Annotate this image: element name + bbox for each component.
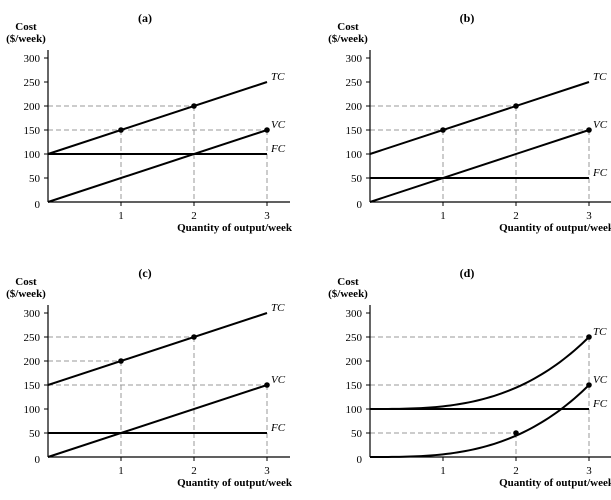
chart-panel-c: (c) Cost($/week) 50 100 150 200 250 300 0 1 2 3Quan… — [6, 266, 293, 489]
y-axis-label: Cost — [337, 21, 359, 33]
y-tick-label: 250 — [346, 332, 363, 344]
data-point-vc — [586, 127, 592, 133]
x-tick-label: 3 — [264, 210, 270, 222]
y-tick-label: 150 — [24, 380, 41, 392]
data-point-tc — [586, 334, 592, 340]
y-tick-label: 200 — [24, 356, 41, 368]
y-tick-label: 100 — [24, 149, 41, 161]
x-tick-label: 3 — [264, 465, 270, 477]
x-axis-label: Quantity of output/week — [177, 222, 293, 234]
series-line-tc — [369, 81, 590, 155]
series-label-tc: TC — [593, 71, 607, 83]
series-line-tc — [370, 336, 590, 410]
data-point-vc — [264, 127, 270, 133]
origin-label: 0 — [357, 199, 363, 211]
y-tick-label: 250 — [346, 77, 363, 89]
series-line-tc — [47, 312, 268, 386]
x-tick-label: 3 — [586, 465, 592, 477]
x-tick-label: 2 — [513, 465, 519, 477]
data-point-tc — [440, 127, 446, 133]
panel-title: (d) — [460, 266, 475, 280]
x-tick-label: 2 — [191, 210, 197, 222]
y-tick-label: 100 — [346, 149, 363, 161]
series-label-vc: VC — [271, 374, 286, 386]
series-line-tc — [47, 81, 268, 155]
y-tick-label: 150 — [346, 380, 363, 392]
y-tick-label: 300 — [24, 308, 41, 320]
series-label-fc: FC — [592, 398, 608, 410]
series-line-vc — [369, 129, 590, 203]
data-point-tc — [191, 334, 197, 340]
chart-panel-a: (a) Cost($/week) 50 100 150 200 250 300 0 1 2 3Quan… — [6, 11, 293, 234]
x-tick-label: 2 — [191, 465, 197, 477]
series-label-vc: VC — [271, 119, 286, 131]
series-label-vc: VC — [593, 374, 608, 386]
y-tick-label: 250 — [24, 332, 41, 344]
origin-label: 0 — [35, 454, 41, 466]
origin-label: 0 — [357, 454, 363, 466]
data-point-vc — [513, 430, 519, 436]
y-axis-label: ($/week) — [328, 33, 368, 45]
x-tick-label: 3 — [586, 210, 592, 222]
data-point-vc — [586, 382, 592, 388]
y-tick-label: 150 — [346, 125, 363, 137]
x-tick-label: 1 — [118, 465, 124, 477]
panel-title: (b) — [460, 11, 475, 25]
y-tick-label: 50 — [29, 173, 41, 185]
chart-panel-d: (d) Cost($/week) 50 100 150 200 250 300 0 1 2 3Quan… — [328, 266, 611, 489]
y-tick-label: 300 — [24, 53, 41, 65]
series-line-vc — [47, 129, 268, 203]
data-point-tc — [191, 103, 197, 109]
series-label-fc: FC — [592, 167, 608, 179]
series-label-fc: FC — [270, 143, 286, 155]
x-axis-label: Quantity of output/week — [499, 222, 611, 234]
x-tick-label: 1 — [440, 465, 446, 477]
series-label-tc: TC — [593, 326, 607, 338]
panel-title: (c) — [138, 266, 151, 280]
x-axis-label: Quantity of output/week — [499, 477, 611, 489]
y-tick-label: 50 — [351, 173, 363, 185]
series-line-vc — [370, 384, 590, 458]
y-tick-label: 50 — [351, 428, 363, 440]
origin-label: 0 — [35, 199, 41, 211]
y-tick-label: 200 — [24, 101, 41, 113]
chart-panel-b: (b) Cost($/week) 50 100 150 200 250 300 0 1 2 3Quan… — [328, 11, 611, 234]
data-point-tc — [513, 103, 519, 109]
series-label-tc: TC — [271, 71, 285, 83]
series-line-vc — [47, 384, 268, 458]
y-axis-label: Cost — [15, 276, 37, 288]
y-tick-label: 100 — [24, 404, 41, 416]
series-label-tc: TC — [271, 302, 285, 314]
y-axis-label: ($/week) — [6, 33, 46, 45]
y-tick-label: 50 — [29, 428, 41, 440]
series-label-vc: VC — [593, 119, 608, 131]
data-point-vc — [264, 382, 270, 388]
y-axis-label: ($/week) — [6, 288, 46, 300]
y-axis-label: Cost — [15, 21, 37, 33]
y-tick-label: 100 — [346, 404, 363, 416]
y-tick-label: 250 — [24, 77, 41, 89]
panel-title: (a) — [138, 11, 152, 25]
y-tick-label: 150 — [24, 125, 41, 137]
series-label-fc: FC — [270, 422, 286, 434]
y-tick-label: 300 — [346, 308, 363, 320]
y-axis-label: Cost — [337, 276, 359, 288]
data-point-tc — [118, 358, 124, 364]
x-tick-label: 1 — [118, 210, 124, 222]
y-tick-label: 300 — [346, 53, 363, 65]
y-tick-label: 200 — [346, 356, 363, 368]
x-axis-label: Quantity of output/week — [177, 477, 293, 489]
y-tick-label: 200 — [346, 101, 363, 113]
x-tick-label: 1 — [440, 210, 446, 222]
data-point-tc — [118, 127, 124, 133]
x-tick-label: 2 — [513, 210, 519, 222]
y-axis-label: ($/week) — [328, 288, 368, 300]
